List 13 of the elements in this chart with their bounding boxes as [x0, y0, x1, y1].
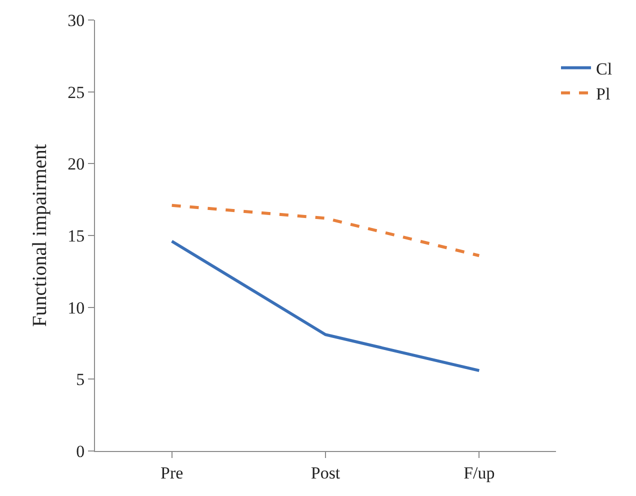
y-tick-label: 0: [76, 442, 85, 461]
x-tick-label: Pre: [160, 463, 184, 482]
y-axis-title: Functional impairment: [29, 144, 52, 327]
legend-label: Cl: [596, 59, 612, 78]
y-tick-label: 15: [68, 226, 85, 246]
y-tick-label: 10: [68, 298, 85, 318]
y-tick-label: 25: [68, 82, 85, 102]
x-tick-label: Post: [310, 463, 340, 482]
legend-label: Pl: [596, 84, 610, 104]
y-tick-label: 30: [68, 10, 85, 30]
y-tick-label: 5: [76, 370, 85, 390]
x-tick-label: F/up: [464, 463, 495, 482]
y-tick-label: 20: [68, 154, 85, 174]
